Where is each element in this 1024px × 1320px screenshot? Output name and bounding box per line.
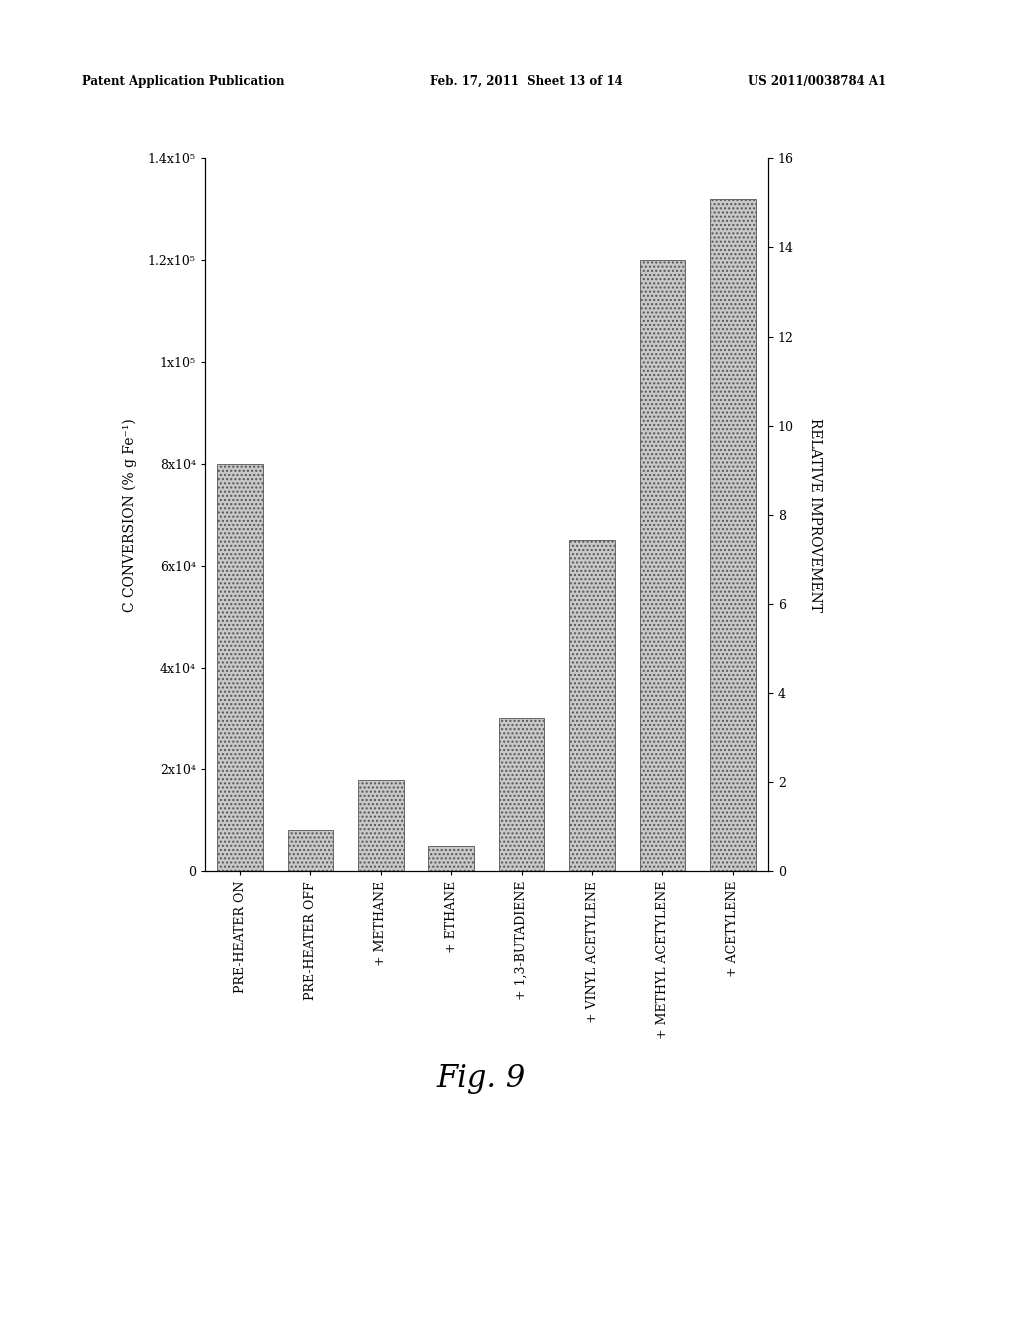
Bar (288, 830, 333, 871)
Bar (569, 540, 614, 871)
Text: US 2011/0038784 A1: US 2011/0038784 A1 (748, 75, 886, 88)
Text: Fig. 9: Fig. 9 (436, 1063, 526, 1093)
Bar (710, 199, 756, 871)
Bar (640, 260, 685, 871)
Y-axis label: C CONVERSION (% g Fe⁻¹): C CONVERSION (% g Fe⁻¹) (122, 418, 136, 611)
Bar (358, 780, 403, 871)
Text: Patent Application Publication: Patent Application Publication (82, 75, 285, 88)
Bar (217, 463, 263, 871)
Text: Feb. 17, 2011  Sheet 13 of 14: Feb. 17, 2011 Sheet 13 of 14 (430, 75, 623, 88)
Bar (499, 718, 545, 871)
Y-axis label: RELATIVE IMPROVEMENT: RELATIVE IMPROVEMENT (808, 418, 821, 611)
Bar (428, 846, 474, 871)
